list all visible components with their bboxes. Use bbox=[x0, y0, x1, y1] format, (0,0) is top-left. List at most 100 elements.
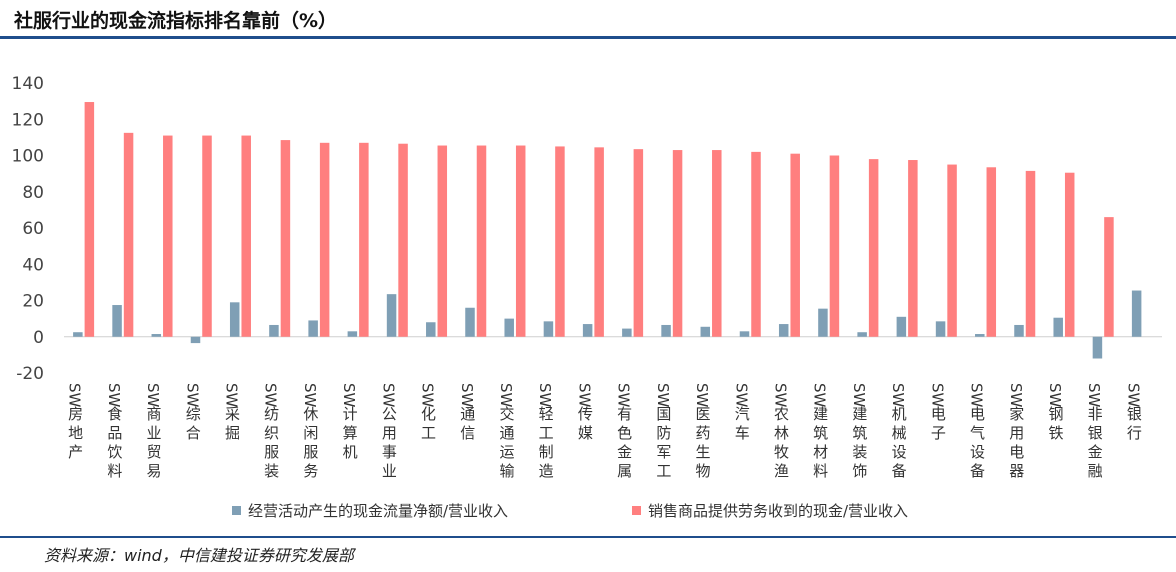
bar-operating-cashflow bbox=[504, 318, 514, 337]
legend: 经营活动产生的现金流量净额/营业收入 销售商品提供劳务收到的现金/营业收入 bbox=[232, 502, 908, 520]
x-tick-label-prefix: SW bbox=[1007, 383, 1025, 408]
x-tick-label-char: 算 bbox=[343, 424, 358, 442]
x-tick-label-char: 铁 bbox=[1048, 424, 1063, 442]
x-tick-label-char: 商 bbox=[147, 405, 162, 423]
x-tick-label-char: 造 bbox=[539, 462, 554, 480]
x-tick-label-char: 气 bbox=[970, 424, 985, 442]
bar-sales-cash bbox=[1064, 172, 1075, 337]
bar-sales-cash bbox=[437, 145, 448, 337]
x-tick-label-prefix: SW bbox=[771, 383, 789, 408]
bar-operating-cashflow bbox=[229, 302, 240, 337]
x-tick-label-char: 合 bbox=[186, 424, 201, 442]
x-tick-label-char: 用 bbox=[1009, 424, 1024, 442]
x-tick-label-char: 金 bbox=[1088, 443, 1103, 461]
x-tick-label-char: 休 bbox=[303, 405, 318, 423]
bar-sales-cash bbox=[1104, 217, 1114, 337]
x-tick-label-char: 贸 bbox=[147, 443, 162, 461]
footer-rule bbox=[0, 536, 1176, 538]
x-tick-label-char: 防 bbox=[656, 424, 671, 442]
bar-sales-cash bbox=[123, 132, 134, 337]
bar-sales-cash bbox=[476, 145, 487, 337]
legend-swatch bbox=[632, 506, 641, 515]
x-tick-label-char: 器 bbox=[1009, 462, 1024, 480]
bar-sales-cash bbox=[751, 151, 761, 337]
x-tick-label-char: 交 bbox=[499, 405, 514, 423]
x-tick-label-char: 易 bbox=[147, 462, 162, 480]
x-tick-label-char: 饰 bbox=[852, 462, 867, 480]
x-tick-label-char: 备 bbox=[970, 462, 985, 480]
bar-operating-cashflow bbox=[269, 324, 279, 337]
bar-sales-cash bbox=[241, 135, 251, 337]
y-tick-label: 60 bbox=[22, 219, 44, 239]
y-tick-label: -20 bbox=[16, 364, 44, 384]
x-tick-label-char: 械 bbox=[892, 424, 907, 442]
title-rule bbox=[0, 36, 1176, 39]
bar-sales-cash bbox=[84, 102, 95, 337]
y-tick-label: 40 bbox=[22, 255, 44, 275]
bar-operating-cashflow bbox=[465, 307, 475, 337]
bar-operating-cashflow bbox=[1014, 324, 1024, 337]
bar-operating-cashflow bbox=[582, 324, 593, 337]
x-tick-label-prefix: SW bbox=[850, 383, 868, 408]
bar-sales-cash bbox=[633, 149, 644, 337]
x-tick-label-char: 机 bbox=[343, 443, 358, 461]
x-tick-label-char: 工 bbox=[539, 424, 554, 442]
legend-label: 经营活动产生的现金流量净额/营业收入 bbox=[248, 502, 508, 520]
x-tick-label-prefix: SW bbox=[889, 383, 907, 408]
x-tick-label-prefix: SW bbox=[301, 383, 319, 408]
x-tick-label-prefix: SW bbox=[379, 383, 397, 408]
bar-sales-cash bbox=[398, 143, 408, 337]
y-tick-label: 140 bbox=[12, 74, 44, 94]
x-tick-label-char: 服 bbox=[264, 443, 279, 461]
x-tick-label-char: 制 bbox=[539, 443, 554, 461]
bar-sales-cash bbox=[908, 160, 918, 337]
x-tick-label-prefix: SW bbox=[262, 383, 280, 408]
x-tick-label-char: 牧 bbox=[774, 443, 789, 461]
x-tick-label-char: 媒 bbox=[578, 424, 593, 442]
bar-operating-cashflow bbox=[661, 324, 671, 337]
x-tick-label-char: 用 bbox=[382, 424, 397, 442]
x-tick-label-prefix: SW bbox=[1124, 383, 1142, 408]
x-tick-label-char: 建 bbox=[852, 405, 867, 423]
x-tick-label-prefix: SW bbox=[340, 383, 358, 408]
bar-operating-cashflow bbox=[896, 316, 907, 337]
bar-sales-cash bbox=[594, 147, 604, 337]
bar-series bbox=[73, 102, 1142, 359]
x-tick-label-char: 电 bbox=[931, 405, 946, 423]
x-tick-label-char: 设 bbox=[970, 443, 985, 461]
bar-sales-cash bbox=[202, 135, 212, 337]
x-tick-label-char: 务 bbox=[303, 462, 318, 480]
x-tick-label-char: 材 bbox=[813, 443, 828, 461]
y-tick-label: 20 bbox=[22, 292, 44, 312]
x-tick-label-char: 融 bbox=[1088, 462, 1103, 480]
x-tick-label-char: 化 bbox=[421, 405, 436, 423]
x-tick-label-char: 机 bbox=[892, 405, 907, 423]
x-tick-label-char: 生 bbox=[696, 443, 711, 461]
x-tick-label-char: 闲 bbox=[303, 424, 318, 442]
x-tick-label-char: 业 bbox=[147, 424, 162, 442]
x-tick-label-prefix: SW bbox=[497, 383, 515, 408]
x-tick-label-prefix: SW bbox=[654, 383, 672, 408]
x-tick-label-char: 产 bbox=[68, 443, 83, 461]
x-tick-label-prefix: SW bbox=[183, 383, 201, 408]
x-tick-label-char: 医 bbox=[696, 405, 711, 423]
x-tick-label-char: 房 bbox=[68, 405, 83, 423]
x-tick-label-prefix: SW bbox=[144, 383, 162, 408]
x-tick-label-char: 纺 bbox=[264, 405, 279, 423]
x-tick-label-char: 采 bbox=[225, 405, 240, 423]
x-tick-label-prefix: SW bbox=[732, 383, 750, 408]
bar-sales-cash bbox=[1025, 170, 1036, 337]
x-tick-label-char: 事 bbox=[382, 443, 397, 461]
bar-sales-cash bbox=[319, 142, 330, 337]
bar-operating-cashflow bbox=[935, 321, 946, 337]
bar-sales-cash bbox=[712, 150, 722, 337]
x-tick-label-char: 林 bbox=[774, 424, 789, 442]
x-tick-label-char: 食 bbox=[107, 405, 122, 423]
x-tick-label-char: 服 bbox=[303, 443, 318, 461]
x-tick-label-char: 渔 bbox=[774, 462, 789, 480]
bar-sales-cash bbox=[790, 153, 800, 337]
bar-sales-cash bbox=[868, 159, 879, 337]
x-tick-label-char: 饮 bbox=[107, 443, 122, 461]
x-tick-label-char: 色 bbox=[617, 424, 632, 442]
